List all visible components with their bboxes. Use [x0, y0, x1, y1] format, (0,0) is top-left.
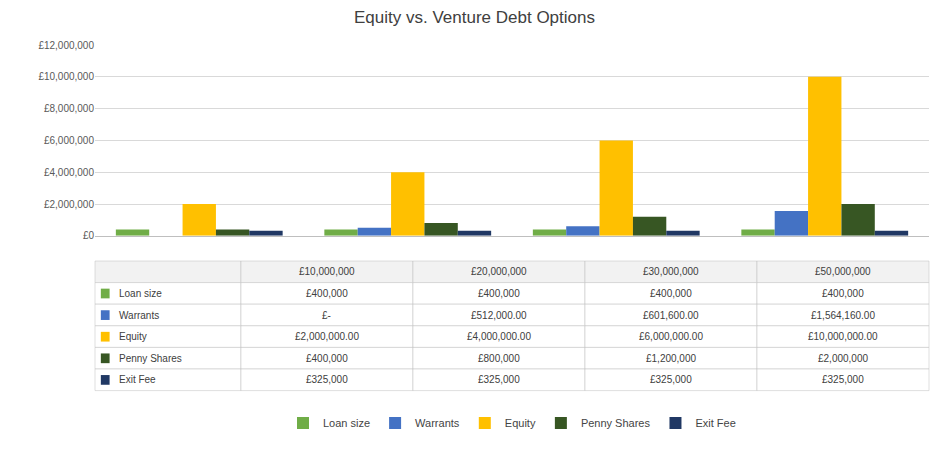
- svg-text:£400,000: £400,000: [306, 353, 348, 364]
- svg-text:Loan size: Loan size: [323, 417, 370, 429]
- svg-text:£10,000,000.00: £10,000,000.00: [808, 331, 878, 342]
- svg-text:Warrants: Warrants: [415, 417, 460, 429]
- svg-text:£325,000: £325,000: [478, 374, 520, 385]
- svg-text:£4,000,000: £4,000,000: [44, 167, 94, 178]
- svg-text:£1,564,160.00: £1,564,160.00: [811, 310, 875, 321]
- svg-text:£10,000,000: £10,000,000: [299, 266, 355, 277]
- svg-text:£2,000,000: £2,000,000: [818, 353, 868, 364]
- svg-text:£400,000: £400,000: [650, 288, 692, 299]
- svg-text:Exit Fee: Exit Fee: [119, 374, 156, 385]
- svg-text:£400,000: £400,000: [822, 288, 864, 299]
- svg-text:Equity vs. Venture Debt Option: Equity vs. Venture Debt Options: [354, 8, 595, 27]
- svg-text:£2,000,000: £2,000,000: [44, 199, 94, 210]
- svg-text:£800,000: £800,000: [478, 353, 520, 364]
- svg-text:£400,000: £400,000: [306, 288, 348, 299]
- svg-text:£1,200,000: £1,200,000: [646, 353, 696, 364]
- svg-text:£325,000: £325,000: [306, 374, 348, 385]
- svg-text:£6,000,000: £6,000,000: [44, 135, 94, 146]
- svg-text:£6,000,000.00: £6,000,000.00: [639, 331, 703, 342]
- svg-text:Penny Shares: Penny Shares: [581, 417, 651, 429]
- svg-text:£325,000: £325,000: [650, 374, 692, 385]
- svg-text:Equity: Equity: [505, 417, 536, 429]
- svg-text:£4,000,000.00: £4,000,000.00: [467, 331, 531, 342]
- svg-text:Loan size: Loan size: [119, 288, 162, 299]
- svg-text:£8,000,000: £8,000,000: [44, 103, 94, 114]
- svg-text:£-: £-: [322, 310, 331, 321]
- svg-text:£512,000.00: £512,000.00: [471, 310, 527, 321]
- svg-text:£20,000,000: £20,000,000: [471, 266, 527, 277]
- svg-text:£400,000: £400,000: [478, 288, 520, 299]
- svg-text:£30,000,000: £30,000,000: [643, 266, 699, 277]
- svg-text:Exit Fee: Exit Fee: [695, 417, 735, 429]
- svg-text:£601,600.00: £601,600.00: [643, 310, 699, 321]
- svg-text:Warrants: Warrants: [119, 310, 159, 321]
- svg-text:Equity: Equity: [119, 331, 147, 342]
- svg-text:£12,000,000: £12,000,000: [38, 40, 94, 51]
- svg-text:£2,000,000.00: £2,000,000.00: [295, 331, 359, 342]
- svg-text:£0: £0: [83, 230, 95, 241]
- svg-text:£325,000: £325,000: [822, 374, 864, 385]
- svg-text:£10,000,000: £10,000,000: [38, 71, 94, 82]
- svg-text:Penny Shares: Penny Shares: [119, 353, 182, 364]
- svg-text:£50,000,000: £50,000,000: [815, 266, 871, 277]
